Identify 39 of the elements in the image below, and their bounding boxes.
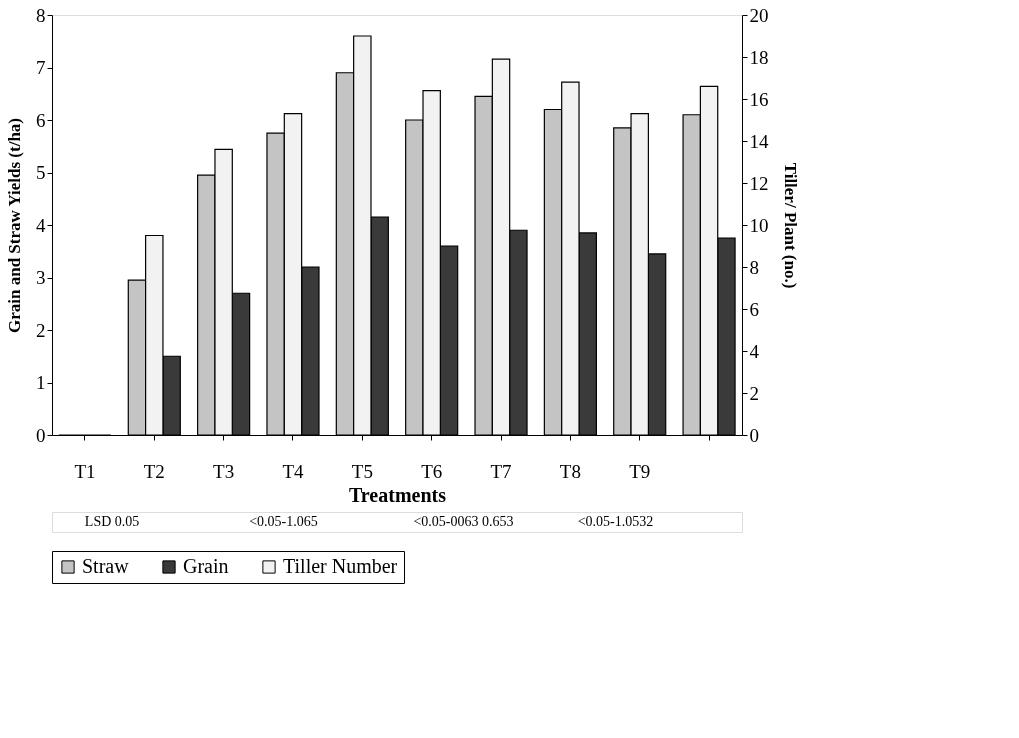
y-axis-title: Grain and Straw Yields (t/ha) <box>5 117 24 334</box>
y2-tick-label: 20 <box>749 4 769 26</box>
y2-tick-label: 0 <box>749 424 759 446</box>
y-tick-label: 7 <box>36 57 46 78</box>
x-axis-title: Treatments <box>348 483 447 506</box>
legend-label: Tiller Number <box>283 555 398 577</box>
x-tick-label: T8 <box>559 460 581 482</box>
y-tick-label: 1 <box>36 372 46 393</box>
y2-tick-label: 16 <box>749 88 769 110</box>
y-tick-label: 8 <box>36 4 46 26</box>
x-tick-label: T4 <box>282 460 305 482</box>
y-tick-label: 5 <box>36 162 46 183</box>
y2-tick-label: 8 <box>749 256 759 278</box>
y2-axis-title: Tiller/ Plant (no.) <box>780 162 800 289</box>
y-tick-label: 2 <box>36 319 46 341</box>
x-tick-label: T5 <box>351 460 373 482</box>
y2-tick-label: 4 <box>749 340 760 362</box>
x-tick-label: T6 <box>421 460 443 482</box>
y2-tick-label: 14 <box>749 130 769 152</box>
x-tick-label: T7 <box>490 460 512 482</box>
legend-label: Grain <box>183 555 229 577</box>
text: <0.05-1.0532 <box>577 514 654 529</box>
text: <0.05-0063 0.653 <box>413 514 514 529</box>
text: <0.05-1.065 <box>249 514 318 529</box>
y-tick-label: 6 <box>36 109 46 131</box>
y-tick-label: 3 <box>36 267 46 288</box>
x-tick-label: T3 <box>213 460 235 482</box>
x-tick-label: T2 <box>143 460 165 482</box>
y-tick-label: 4 <box>36 214 46 236</box>
x-tick-label: T9 <box>629 460 651 482</box>
legend-label: Straw <box>82 555 130 577</box>
y2-tick-label: 2 <box>749 382 759 404</box>
x-tick-label: T1 <box>74 460 96 482</box>
y2-tick-label: 10 <box>749 214 769 236</box>
y2-tick-label: 18 <box>749 46 769 68</box>
y-tick-label: 0 <box>36 424 46 446</box>
text: LSD 0.05 <box>84 514 140 529</box>
y2-tick-label: 12 <box>749 172 769 194</box>
y2-tick-label: 6 <box>749 298 759 320</box>
